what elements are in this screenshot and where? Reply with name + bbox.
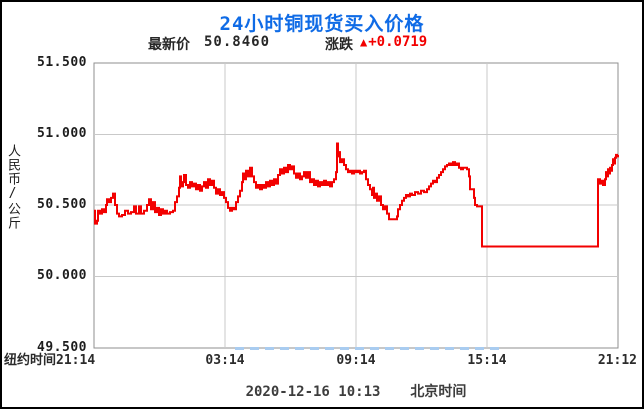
x-tick-label: 15:14 [467, 353, 507, 368]
up-triangle-icon: ▲ [360, 35, 368, 49]
x-tick-label: 03:14 [205, 353, 245, 368]
y-tick-label: 51.000 [37, 126, 87, 141]
chart-title: 24小时铜现货买入价格 [219, 13, 425, 35]
change-value-group: ▲+0.0719 [360, 34, 427, 50]
x-tick-label: 21:14 [56, 353, 96, 368]
y-tick-label: 49.500 [37, 340, 87, 355]
grid-lines [94, 63, 618, 348]
y-axis-unit-label: 人民币/公斤 [5, 144, 20, 230]
y-tick-label: 50.500 [37, 197, 87, 212]
change-label: 涨跌 [325, 37, 353, 53]
latest-price-label: 最新价 [148, 37, 190, 53]
watermark-clipped-text [235, 347, 505, 350]
y-tick-label: 51.500 [37, 55, 87, 70]
footer-timestamp-row: 2020-12-16 10:13 北京时间 [94, 381, 618, 401]
y-tick-label: 50.000 [37, 268, 87, 283]
ny-time-prefix-label: 纽约时间 [4, 353, 57, 368]
price-line-series [94, 142, 619, 248]
latest-price-value: 50.8460 [204, 34, 271, 50]
x-tick-label: 09:14 [336, 353, 376, 368]
change-value: +0.0719 [368, 34, 428, 50]
x-tick-ny-time: 纽约时间21:14 [4, 353, 95, 368]
x-tick-label: 21:12 [597, 353, 637, 368]
beijing-time-label: 北京时间 [410, 384, 467, 400]
beijing-datetime: 2020-12-16 10:13 [245, 384, 381, 400]
